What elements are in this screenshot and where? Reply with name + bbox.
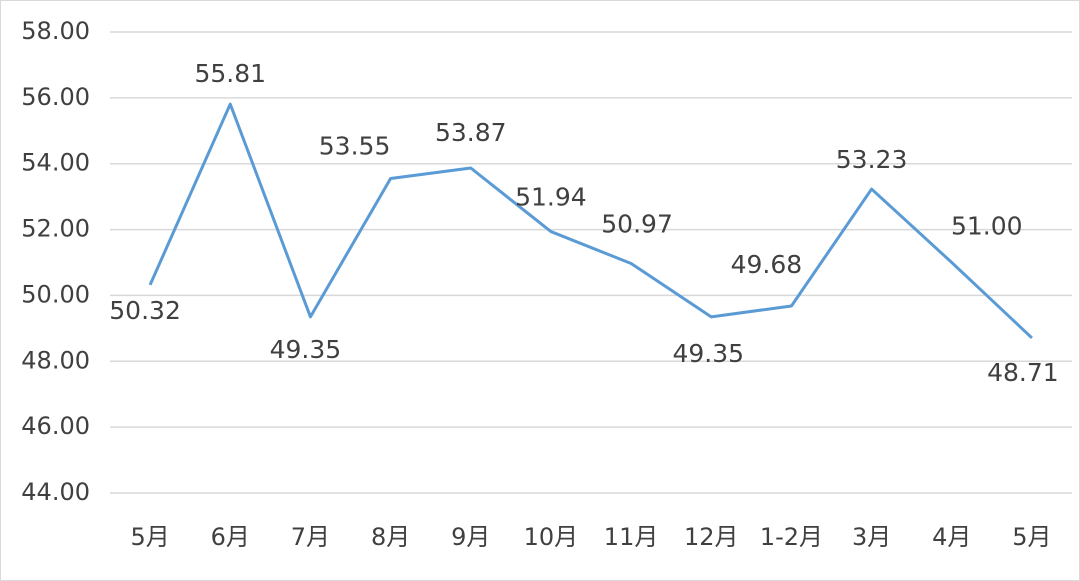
data-label: 53.23 [836, 145, 908, 174]
x-tick-label: 4月 [932, 523, 971, 551]
x-tick-label: 5月 [130, 523, 169, 551]
x-tick-label: 10月 [524, 523, 579, 551]
y-tick-label: 44.00 [21, 478, 90, 506]
data-label: 50.97 [601, 209, 673, 238]
x-tick-label: 6月 [211, 523, 250, 551]
x-tick-label: 3月 [852, 523, 891, 551]
data-label: 53.55 [319, 132, 391, 161]
data-label: 55.81 [194, 59, 266, 88]
x-tick-label: 12月 [684, 523, 739, 551]
y-tick-label: 54.00 [21, 149, 90, 177]
data-label: 50.32 [109, 296, 181, 325]
y-tick-label: 56.00 [21, 83, 90, 111]
data-label: 49.68 [731, 250, 803, 279]
data-label: 51.00 [951, 212, 1023, 241]
x-tick-label: 11月 [604, 523, 659, 551]
y-tick-label: 50.00 [21, 280, 90, 308]
x-tick-label: 5月 [1012, 523, 1051, 551]
y-tick-label: 58.00 [21, 17, 90, 45]
y-tick-label: 52.00 [21, 215, 90, 243]
data-label: 49.35 [672, 339, 744, 368]
x-tick-label: 9月 [451, 523, 490, 551]
data-label: 49.35 [270, 335, 342, 364]
data-label: 48.71 [987, 358, 1059, 387]
data-label: 51.94 [515, 183, 587, 212]
data-line [148, 102, 1033, 339]
y-tick-label: 46.00 [21, 412, 90, 440]
y-tick-label: 48.00 [21, 346, 90, 374]
x-tick-label: 1-2月 [760, 523, 823, 551]
x-tick-label: 7月 [291, 523, 330, 551]
data-label: 53.87 [435, 118, 507, 147]
x-tick-label: 8月 [371, 523, 410, 551]
